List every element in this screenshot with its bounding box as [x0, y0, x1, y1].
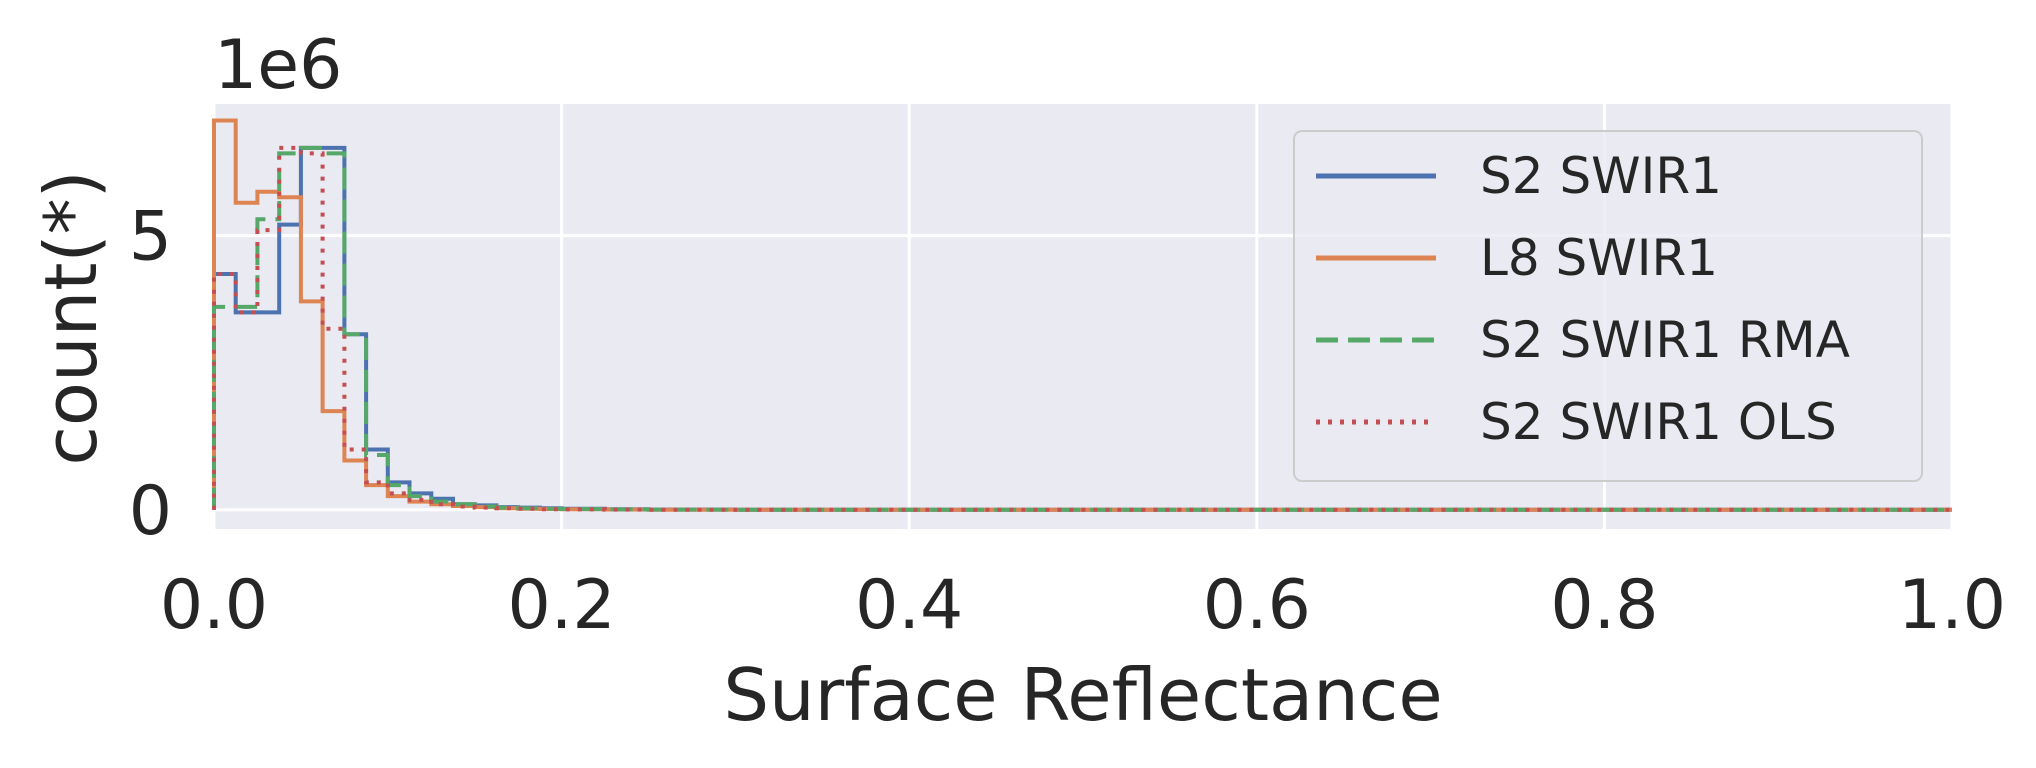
- legend-label: L8 SWIR1: [1480, 229, 1718, 287]
- y-tick-label: 5: [129, 198, 172, 277]
- y-tick-label: 0: [129, 472, 172, 551]
- legend-frame: [1293, 130, 1923, 482]
- x-tick-label: 0.0: [160, 566, 268, 645]
- y-tick-labels: 05: [129, 198, 172, 551]
- legend: S2 SWIR1 L8 SWIR1 S2 SWIR1 RMA S2 SWIR1 OLS: [1293, 130, 1923, 482]
- x-tick-label: 1.0: [1898, 566, 2006, 645]
- x-tick-label: 0.6: [1203, 566, 1311, 645]
- x-tick-label: 0.4: [855, 566, 963, 645]
- series-line-3: [212, 145, 1952, 512]
- y-offset-label: 1e6: [214, 26, 342, 105]
- x-tick-label: 0.2: [508, 566, 616, 645]
- series-layer: [212, 118, 1952, 512]
- legend-label: S2 SWIR1 RMA: [1480, 311, 1850, 369]
- legend-label: S2 SWIR1 OLS: [1480, 393, 1837, 451]
- series-line-4: [212, 145, 1952, 512]
- x-axis-label: Surface Reflectance: [723, 653, 1442, 737]
- x-tick-label: 0.8: [1550, 566, 1658, 645]
- legend-label: S2 SWIR1: [1480, 147, 1722, 205]
- y-axis-label: count(*): [29, 170, 113, 465]
- x-tick-labels: 0.0 0.2 0.4 0.6 0.8 1.0: [160, 566, 2006, 645]
